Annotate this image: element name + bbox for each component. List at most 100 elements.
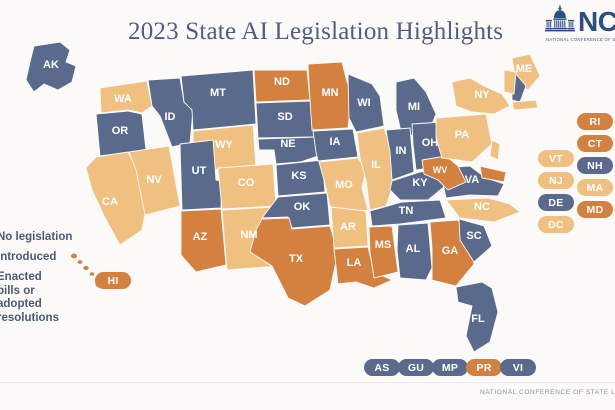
capitol-dome-icon xyxy=(545,5,575,32)
state-label-ny: NY xyxy=(474,89,490,101)
state-label-ar: AR xyxy=(340,221,356,233)
pill-vt[interactable]: VT xyxy=(538,150,574,167)
pill-de[interactable]: DE xyxy=(538,194,574,211)
state-nv[interactable] xyxy=(128,145,181,216)
ncsl-logo-subtitle: NATIONAL CONFERENCE OF S xyxy=(546,37,615,42)
state-az[interactable] xyxy=(180,208,227,273)
state-label-nd: ND xyxy=(274,76,290,88)
state-label-nm: NM xyxy=(240,229,257,241)
page-title: 2023 State AI Legislation Highlights xyxy=(128,18,504,45)
state-label-ks: KS xyxy=(291,170,306,182)
pill-label: NH xyxy=(587,159,603,172)
state-label-ms: MS xyxy=(375,239,392,251)
legend-label-no-legislation: No legislation xyxy=(0,231,73,243)
state-in[interactable] xyxy=(385,127,415,181)
pill-mp[interactable]: MP xyxy=(432,359,468,376)
pill-ct[interactable]: CT xyxy=(577,135,613,152)
pill-ma[interactable]: MA xyxy=(577,179,613,196)
state-fl[interactable] xyxy=(455,281,499,353)
pill-label: VT xyxy=(548,152,564,165)
state-label-ia: IA xyxy=(330,136,341,148)
state-nc[interactable] xyxy=(445,197,521,223)
state-or[interactable] xyxy=(95,110,147,157)
state-la[interactable] xyxy=(333,246,394,289)
state-label-nc: NC xyxy=(474,201,490,213)
state-tn[interactable] xyxy=(369,199,447,227)
state-label-ca: CA xyxy=(102,196,118,208)
state-label-ga: GA xyxy=(442,245,459,257)
pill-nj[interactable]: NJ xyxy=(538,172,574,189)
pill-label: NJ xyxy=(548,174,564,187)
pill-label: MD xyxy=(586,203,604,216)
pill-dc[interactable]: DC xyxy=(538,216,574,233)
state-hi-island-2[interactable] xyxy=(77,260,83,264)
state-ak[interactable] xyxy=(25,41,77,93)
pill-ri[interactable]: RI xyxy=(577,113,613,130)
pill-vi[interactable]: VI xyxy=(500,359,536,376)
footer-attribution: NATIONAL CONFERENCE OF STATE LEG xyxy=(480,389,615,396)
pill-as[interactable]: AS xyxy=(364,359,400,376)
legend-item-enacted[interactable]: Enacted bills or adopted resolutions xyxy=(0,271,90,325)
state-pa[interactable] xyxy=(435,113,493,163)
state-label-ut: UT xyxy=(192,165,207,177)
pill-label: HI xyxy=(107,274,119,287)
pill-nh[interactable]: NH xyxy=(577,157,613,174)
pill-hi[interactable]: HI xyxy=(95,272,131,289)
state-wa[interactable] xyxy=(99,80,153,114)
legend-label-enacted: Enacted bills or adopted resolutions xyxy=(0,271,59,324)
state-label-ak: AK xyxy=(43,59,59,71)
ncsl-wordmark: NC xyxy=(578,6,615,38)
pill-label: PR xyxy=(476,361,492,374)
pill-label: RI xyxy=(589,115,601,128)
pill-label: CT xyxy=(587,137,603,150)
state-ia[interactable] xyxy=(312,128,359,162)
state-nj-shape[interactable] xyxy=(489,139,501,161)
state-label-ok: OK xyxy=(294,201,311,213)
state-md-shape[interactable] xyxy=(479,165,507,183)
pill-label: MP xyxy=(441,361,459,374)
legend-item-introduced[interactable]: Introduced xyxy=(0,251,90,265)
pill-label: VI xyxy=(512,361,524,374)
state-vt-shape[interactable] xyxy=(503,69,517,95)
map-legend: No legislation Introduced Enacted bills … xyxy=(0,231,90,331)
state-label-mt: MT xyxy=(210,87,226,99)
state-label-il: IL xyxy=(371,159,381,171)
state-wi[interactable] xyxy=(347,73,385,133)
state-label-wi: WI xyxy=(357,97,370,109)
state-label-wv: WV xyxy=(433,165,448,175)
state-label-tx: TX xyxy=(289,253,304,265)
state-label-ne: NE xyxy=(280,138,295,150)
state-label-wy: WY xyxy=(215,139,233,151)
us-choropleth-map[interactable]: WA OR CA NV ID MT WY UT CO AZ NM ND SD NE KS OK TX MN IA MO… xyxy=(0,40,615,370)
state-ms[interactable] xyxy=(368,225,399,279)
state-label-oh: OH xyxy=(422,137,439,149)
state-label-az: AZ xyxy=(193,231,208,243)
state-label-pa: PA xyxy=(455,129,470,141)
state-ks[interactable] xyxy=(275,159,326,197)
state-label-or: OR xyxy=(112,125,129,137)
state-hi-island-3[interactable] xyxy=(83,265,89,271)
pill-gu[interactable]: GU xyxy=(398,359,434,376)
pill-pr[interactable]: PR xyxy=(466,359,502,376)
state-ar[interactable] xyxy=(330,206,369,249)
state-hi-island-1[interactable] xyxy=(71,253,77,259)
state-label-va: VA xyxy=(465,174,480,186)
state-label-tn: TN xyxy=(399,205,414,217)
state-al[interactable] xyxy=(396,222,433,281)
state-ny[interactable] xyxy=(451,77,511,115)
state-label-id: ID xyxy=(165,111,176,123)
state-ma-shape[interactable] xyxy=(511,99,539,111)
state-label-nv: NV xyxy=(146,174,162,186)
state-label-sd: SD xyxy=(277,111,292,123)
ncsl-logo[interactable]: NC xyxy=(545,4,615,36)
state-label-fl: FL xyxy=(471,313,485,325)
state-label-mo: MO xyxy=(335,179,353,191)
state-sc[interactable] xyxy=(458,218,493,263)
state-mt[interactable] xyxy=(180,69,257,131)
pill-md[interactable]: MD xyxy=(577,201,613,218)
state-label-ky: KY xyxy=(412,177,428,189)
pill-label: DC xyxy=(548,218,564,231)
state-tx[interactable] xyxy=(249,217,339,307)
legend-item-no-legislation[interactable]: No legislation xyxy=(0,231,90,245)
state-hi-island-4[interactable] xyxy=(89,272,95,276)
